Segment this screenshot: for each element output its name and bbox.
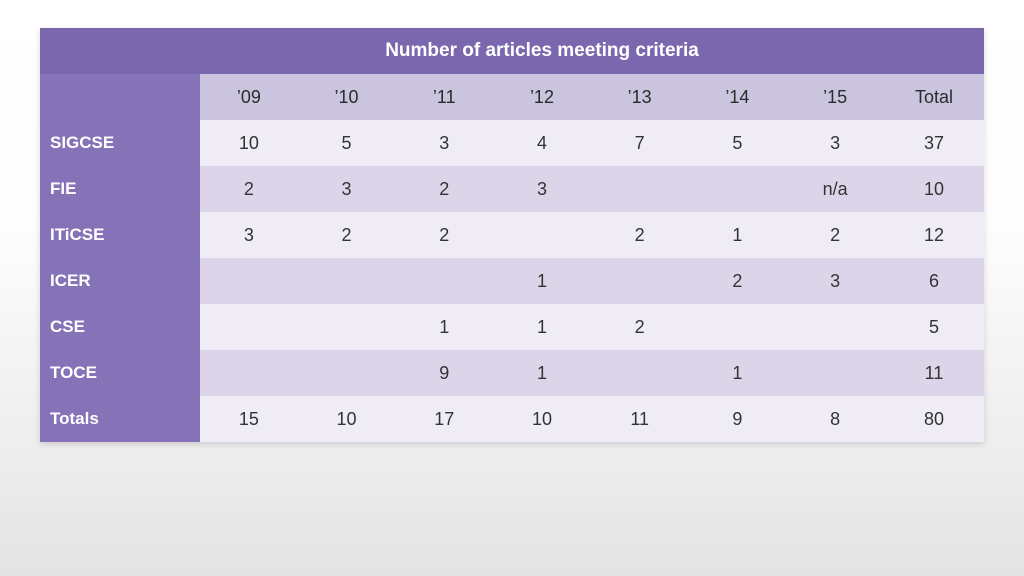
cell: 1 [493,258,591,304]
cell: 9 [689,396,787,442]
cell: 10 [200,120,298,166]
table-row: SIGCSE1053475337 [40,120,984,166]
cell: 9 [395,350,493,396]
cell [493,212,591,258]
table-row: FIE2323n/a10 [40,166,984,212]
cell: 2 [395,166,493,212]
cell: 2 [591,212,689,258]
cell [395,258,493,304]
table-row: ICER 1 236 [40,258,984,304]
cell: 2 [786,212,884,258]
cell: 37 [884,120,984,166]
cell: 80 [884,396,984,442]
cell: 5 [884,304,984,350]
year-0: ’09 [200,74,298,120]
row-label: ITiCSE [40,212,200,258]
cell: 17 [395,396,493,442]
header-blank-left [40,28,200,74]
year-6: ’15 [786,74,884,120]
row-label: CSE [40,304,200,350]
cell: 3 [786,120,884,166]
cell: 2 [395,212,493,258]
cell: 2 [298,212,396,258]
cell: 12 [884,212,984,258]
cell: 8 [786,396,884,442]
table-row: Totals15101710119880 [40,396,984,442]
cell: 1 [689,350,787,396]
cell [298,304,396,350]
header-row-1: Number of articles meeting criteria [40,28,984,74]
cell [298,350,396,396]
cell [591,166,689,212]
row-label: SIGCSE [40,120,200,166]
cell: 3 [493,166,591,212]
table-row: TOCE91111 [40,350,984,396]
table-row: CSE1125 [40,304,984,350]
cell: 2 [200,166,298,212]
cell: 7 [591,120,689,166]
cell: 5 [298,120,396,166]
total-header: Total [884,74,984,120]
year-3: ’12 [493,74,591,120]
row-label: FIE [40,166,200,212]
cell [200,304,298,350]
year-2: ’11 [395,74,493,120]
year-4: ’13 [591,74,689,120]
year-5: ’14 [689,74,787,120]
cell: 15 [200,396,298,442]
table-body: SIGCSE1053475337FIE2323n/a10ITiCSE322212… [40,120,984,442]
header-row-2: ’09 ’10 ’11 ’12 ’13 ’14 ’15 Total [40,74,984,120]
cell [786,350,884,396]
cell [200,350,298,396]
cell: 3 [786,258,884,304]
cell: 11 [591,396,689,442]
row-label: Totals [40,396,200,442]
row-label: TOCE [40,350,200,396]
cell: 10 [884,166,984,212]
cell: 10 [493,396,591,442]
cell: 3 [395,120,493,166]
cell [689,166,787,212]
subheader-blank [40,74,200,120]
year-1: ’10 [298,74,396,120]
cell [689,304,787,350]
cell: 2 [591,304,689,350]
cell: 10 [298,396,396,442]
header-blank-right [884,28,984,74]
cell [591,258,689,304]
row-label: ICER [40,258,200,304]
cell: 4 [493,120,591,166]
cell: 11 [884,350,984,396]
cell: 2 [689,258,787,304]
cell: 5 [689,120,787,166]
cell: 3 [298,166,396,212]
cell: n/a [786,166,884,212]
cell: 3 [200,212,298,258]
cell [298,258,396,304]
cell: 1 [493,350,591,396]
cell: 1 [395,304,493,350]
cell: 6 [884,258,984,304]
cell [591,350,689,396]
header-span: Number of articles meeting criteria [200,28,884,74]
cell [786,304,884,350]
cell: 1 [689,212,787,258]
cell [200,258,298,304]
articles-table: Number of articles meeting criteria ’09 … [40,28,984,442]
cell: 1 [493,304,591,350]
table-row: ITiCSE32221212 [40,212,984,258]
